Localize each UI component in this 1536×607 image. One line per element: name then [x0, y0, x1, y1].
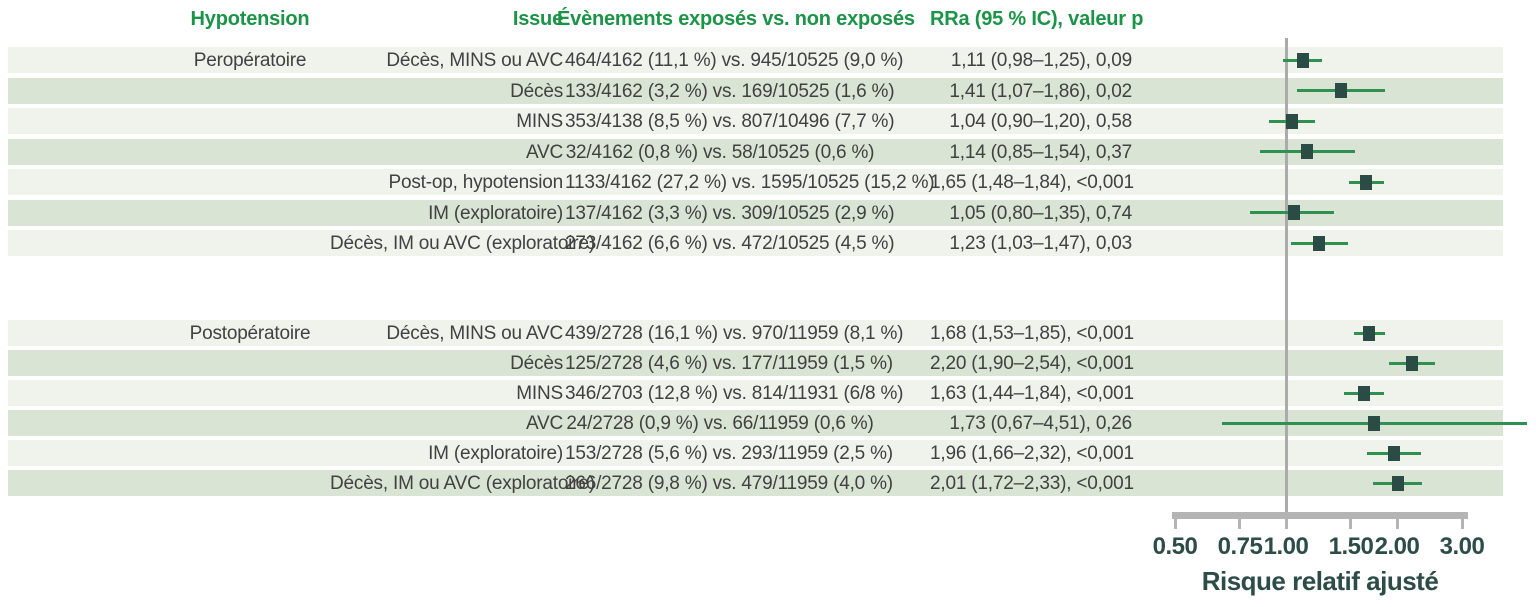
table-row: Décès, IM ou AVC (exploratoire) 273/4162 … [8, 230, 1503, 256]
x-axis-tick-label: 3.00 [1439, 533, 1485, 560]
issue-cell: IM (exploratoire) [428, 443, 563, 464]
rra-cell: 1,05 (0,80–1,35), 0,74 [949, 203, 1132, 224]
column-header-events: Évènements exposés vs. non exposés [557, 8, 915, 30]
issue-cell: Décès [510, 353, 563, 374]
column-header-rra: RRa (95 % IC), valeur p [930, 8, 1144, 30]
x-axis-tick [1349, 519, 1352, 529]
forest-marker [1392, 476, 1404, 491]
forest-marker [1368, 416, 1380, 431]
column-header-issue: Issue [512, 8, 563, 30]
forest-marker [1301, 144, 1313, 159]
forest-marker [1288, 205, 1300, 220]
reference-line [1285, 38, 1288, 512]
table-row: Décès 133/4162 (3,2 %) vs. 169/10525 (1,6… [8, 78, 1503, 104]
x-axis-bar [1172, 512, 1468, 519]
x-axis-tick [1238, 519, 1241, 529]
issue-cell: AVC [525, 142, 563, 163]
events-cell: 1133/4162 (27,2 %) vs. 1595/10525 (15,2 … [565, 172, 935, 193]
rra-cell: 1,73 (0,67–4,51), 0,26 [949, 413, 1132, 434]
forest-marker [1406, 356, 1418, 371]
x-axis-tick-label: 1.00 [1263, 533, 1309, 560]
rra-cell: 1,23 (1,03–1,47), 0,03 [949, 233, 1132, 254]
table-row: Postopératoire Décès, MINS ou AVC 439/2728… [8, 320, 1503, 346]
rra-cell: 1,63 (1,44–1,84), <0,001 [930, 383, 1134, 404]
rra-cell: 1,04 (0,90–1,20), 0,58 [949, 111, 1132, 132]
events-cell: 133/4162 (3,2 %) vs. 169/10525 (1,6 %) [565, 81, 895, 102]
events-cell: 353/4138 (8,5 %) vs. 807/10496 (7,7 %) [565, 111, 895, 132]
forest-marker [1360, 175, 1372, 190]
forest-marker [1388, 446, 1400, 461]
table-row: Décès 125/2728 (4,6 %) vs. 177/11959 (1,5… [8, 350, 1503, 376]
issue-cell: Décès [510, 81, 563, 102]
issue-cell: Décès, IM ou AVC (exploratoire) [330, 233, 595, 254]
events-cell: 24/2728 (0,9 %) vs. 66/11959 (0,6 %) [566, 413, 874, 434]
forest-marker [1358, 386, 1370, 401]
forest-marker [1335, 83, 1347, 98]
events-cell: 464/4162 (11,1 %) vs. 945/10525 (9,0 %) [565, 50, 904, 71]
issue-cell: MINS [516, 111, 563, 132]
x-axis-tick-label: 1.50 [1328, 533, 1374, 560]
table-row: Décès, IM ou AVC (exploratoire) 266/2728 … [8, 470, 1503, 496]
table-row: MINS 353/4138 (8,5 %) vs. 807/10496 (7,7 … [8, 108, 1503, 134]
issue-cell: IM (exploratoire) [428, 203, 563, 224]
table-row: IM (exploratoire) 137/4162 (3,3 %) vs. 30… [8, 200, 1503, 226]
rra-cell: 2,01 (1,72–2,33), <0,001 [930, 473, 1134, 494]
x-axis-tick [1396, 519, 1399, 529]
table-row: AVC 32/4162 (0,8 %) vs. 58/10525 (0,6 %) 1… [8, 139, 1503, 165]
forest-marker [1313, 236, 1325, 251]
x-axis-tick-label: 0.50 [1152, 533, 1198, 560]
table-row: IM (exploratoire) 153/2728 (5,6 %) vs. 29… [8, 440, 1503, 466]
events-cell: 125/2728 (4,6 %) vs. 177/11959 (1,5 %) [565, 353, 893, 374]
events-cell: 266/2728 (9,8 %) vs. 479/11959 (4,0 %) [565, 473, 893, 494]
rra-cell: 1,14 (0,85–1,54), 0,37 [949, 142, 1132, 163]
issue-cell: AVC [525, 413, 563, 434]
x-axis-tick [1461, 519, 1464, 529]
rra-cell: 1,41 (1,07–1,86), 0,02 [949, 81, 1132, 102]
group-label: Postopératoire [189, 323, 311, 344]
events-cell: 439/2728 (16,1 %) vs. 970/11959 (8,1 %) [565, 323, 904, 344]
table-row: Peropératoire Décès, MINS ou AVC 464/4162 … [8, 47, 1503, 73]
x-axis-title: Risque relatif ajusté [1201, 566, 1439, 596]
issue-cell: Post-op, hypotension [388, 172, 563, 193]
issue-cell: MINS [516, 383, 563, 404]
issue-cell: Décès, IM ou AVC (exploratoire) [330, 473, 595, 494]
x-axis-tick-label: 0.75 [1217, 533, 1263, 560]
table-row: Post-op, hypotension 1133/4162 (27,2 %) v… [8, 169, 1503, 195]
rra-cell: 1,11 (0,98–1,25), 0,09 [950, 50, 1132, 71]
events-cell: 32/4162 (0,8 %) vs. 58/10525 (0,6 %) [565, 142, 875, 163]
rra-cell: 2,20 (1,90–2,54), <0,001 [930, 353, 1134, 374]
events-cell: 273/4162 (6,6 %) vs. 472/10525 (4,5 %) [565, 233, 895, 254]
forest-marker [1297, 53, 1309, 68]
rra-cell: 1,68 (1,53–1,85), <0,001 [930, 323, 1134, 344]
x-axis-tick-label: 2.00 [1374, 533, 1420, 560]
rra-cell: 1,65 (1,48–1,84), <0,001 [930, 172, 1134, 193]
x-axis-tick [1285, 519, 1288, 529]
table-row: MINS 346/2703 (12,8 %) vs. 814/11931 (6/8… [8, 380, 1503, 406]
events-cell: 346/2703 (12,8 %) vs. 814/11931 (6/8 %) [565, 383, 904, 404]
forest-marker [1363, 326, 1375, 341]
group-label: Peropératoire [193, 50, 307, 71]
rra-cell: 1,96 (1,66–2,32), <0,001 [930, 443, 1134, 464]
issue-cell: Décès, MINS ou AVC [386, 323, 563, 344]
forest-marker [1286, 114, 1298, 129]
issue-cell: Décès, MINS ou AVC [386, 50, 563, 71]
x-axis-tick [1174, 519, 1177, 529]
events-cell: 153/2728 (5,6 %) vs. 293/11959 (2,5 %) [565, 443, 893, 464]
events-cell: 137/4162 (3,3 %) vs. 309/10525 (2,9 %) [565, 203, 895, 224]
column-header-hypotension: Hypotension [190, 8, 310, 30]
